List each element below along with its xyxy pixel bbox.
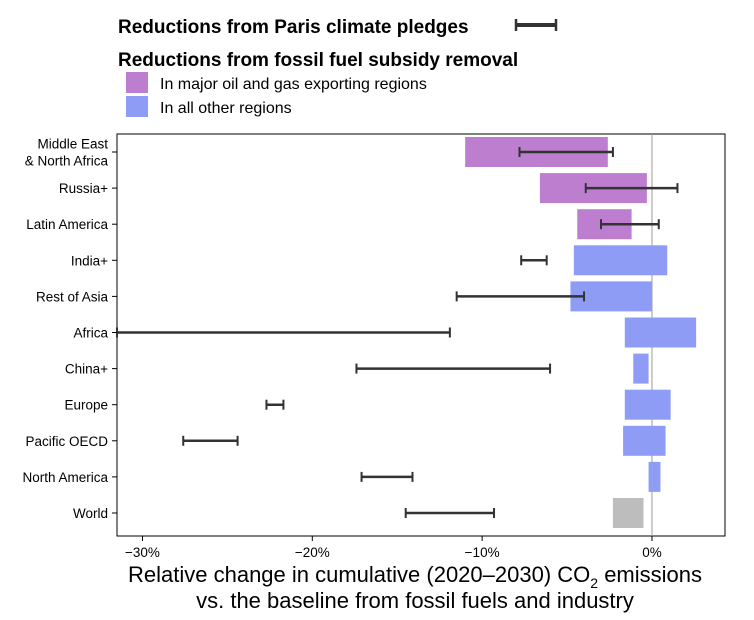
- pledge-range: [355, 363, 552, 374]
- x-axis-label-line2: vs. the baseline from fossil fuels and i…: [196, 588, 634, 613]
- pledge-range: [518, 147, 614, 157]
- category-label: Africa: [73, 326, 108, 341]
- category-labels: Middle East & North Africa Russia+ Latin Am…: [22, 137, 117, 521]
- legend: Reductions from Paris climate pledges Re…: [118, 17, 558, 117]
- legend-swatch-exporting: [126, 72, 148, 93]
- category-label: India+: [71, 253, 108, 268]
- category-label: Pacific OECD: [25, 434, 108, 449]
- bar: [633, 353, 649, 384]
- bar: [624, 317, 697, 348]
- category-label: Middle East & North Africa: [25, 137, 109, 169]
- pledge-range: [360, 471, 414, 482]
- pledge-range: [182, 435, 239, 446]
- x-tick-label: −30%: [125, 545, 160, 560]
- bar: [623, 425, 666, 456]
- category-label: Russia+: [59, 181, 108, 196]
- bar: [624, 389, 671, 420]
- legend-swatch-other: [126, 96, 148, 117]
- bar: [612, 498, 644, 528]
- legend-subsidy-title: Reductions from fossil fuel subsidy remo…: [118, 50, 518, 71]
- x-axis: −30% −20% −10% 0%: [125, 536, 662, 560]
- legend-pledge-swatch: [514, 19, 558, 31]
- pledge-range: [404, 508, 496, 518]
- x-axis-label-line1: Relative change in cumulative (2020–2030…: [128, 562, 702, 591]
- legend-label-exporting: In major oil and gas exporting regions: [160, 76, 427, 93]
- bar: [573, 245, 668, 276]
- legend-pledge-title: Reductions from Paris climate pledges: [118, 17, 469, 38]
- x-tick-label: 0%: [642, 545, 662, 560]
- pledge-range: [584, 183, 679, 194]
- pledge-range: [265, 399, 285, 410]
- bar-layer: [465, 137, 697, 528]
- pledge-range: [455, 291, 586, 302]
- category-label: World: [73, 506, 108, 521]
- pledge-range-layer: [116, 147, 679, 518]
- pledge-range: [520, 255, 548, 266]
- category-label: North America: [22, 470, 108, 485]
- category-label: Rest of Asia: [36, 289, 109, 304]
- pledge-range: [116, 327, 451, 338]
- legend-label-other: In all other regions: [160, 100, 292, 117]
- x-tick-label: −20%: [295, 545, 330, 560]
- category-label: Europe: [64, 398, 108, 413]
- category-label: Latin America: [26, 217, 108, 232]
- category-label: China+: [65, 362, 108, 377]
- pledge-range: [600, 219, 660, 230]
- x-tick-label: −10%: [465, 545, 500, 560]
- bar: [648, 461, 661, 492]
